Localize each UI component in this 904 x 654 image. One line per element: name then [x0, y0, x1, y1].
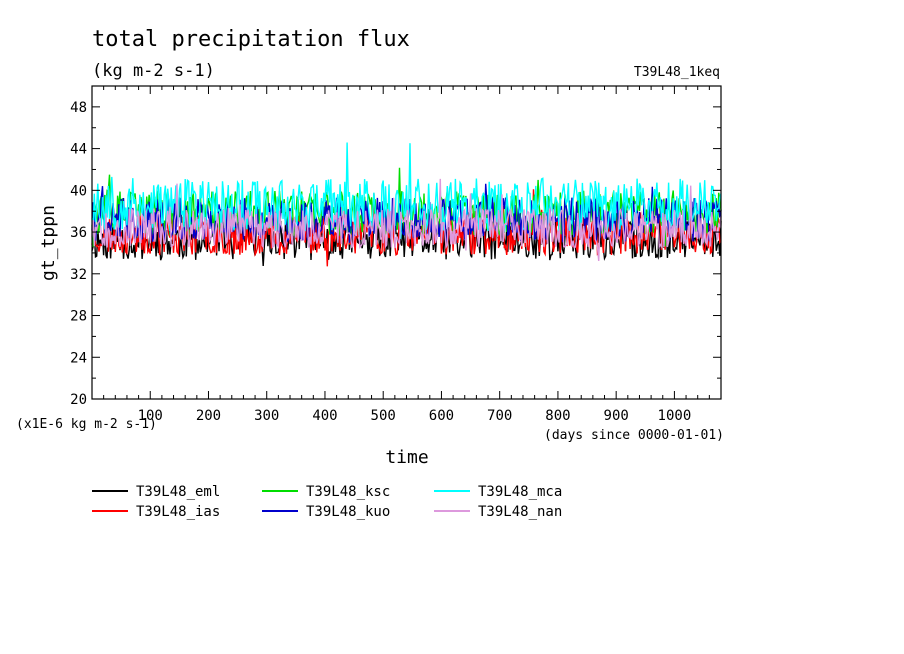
- y-tick-label: 40: [70, 183, 87, 199]
- x-tick-label: 600: [429, 408, 454, 424]
- y-scale-note: (x1E-6 kg m-2 s-1): [16, 417, 157, 432]
- x-tick-label: 1000: [658, 408, 692, 424]
- legend-label: T39L48_ias: [136, 504, 220, 520]
- y-tick-label: 36: [70, 225, 87, 241]
- y-tick-label: 20: [70, 392, 87, 408]
- x-tick-label: 400: [312, 408, 337, 424]
- x-tick-label: 200: [196, 408, 221, 424]
- legend: T39L48_eml T39L48_ias T39L48_ksc T39L48_kuo…: [92, 484, 562, 520]
- x-tick-label: 500: [371, 408, 396, 424]
- y-tick-label: 32: [70, 267, 87, 283]
- legend-label: T39L48_eml: [136, 484, 220, 500]
- legend-label: T39L48_mca: [478, 484, 562, 500]
- x-units-label: (days since 0000-01-01): [544, 428, 724, 443]
- x-tick-label: 800: [545, 408, 570, 424]
- legend-label: T39L48_kuo: [306, 504, 390, 520]
- axes: 100 200 300 400 500 600 700 800 900 1000 20 24 28 32 3…: [70, 85, 722, 424]
- x-tick-label: 900: [604, 408, 629, 424]
- units-label: (kg m-2 s-1): [92, 61, 215, 81]
- x-tick-label: 100: [138, 408, 163, 424]
- x-axis-label: time: [385, 447, 428, 468]
- y-tick-label: 48: [70, 100, 87, 116]
- y-tick-label: 28: [70, 309, 87, 325]
- legend-label: T39L48_ksc: [306, 484, 390, 500]
- x-tick-label: 700: [487, 408, 512, 424]
- experiment-label: T39L48_1keq: [634, 65, 720, 80]
- y-tick-label: 44: [70, 142, 87, 158]
- y-tick-label: 24: [70, 350, 87, 366]
- legend-label: T39L48_nan: [478, 504, 562, 520]
- series-line: [91, 142, 722, 239]
- series-line: [91, 178, 722, 262]
- x-tick-label: 300: [254, 408, 279, 424]
- plot-area: [91, 142, 722, 267]
- y-axis-label: gt_tppn: [38, 205, 59, 281]
- chart-title: total precipitation flux: [92, 27, 410, 52]
